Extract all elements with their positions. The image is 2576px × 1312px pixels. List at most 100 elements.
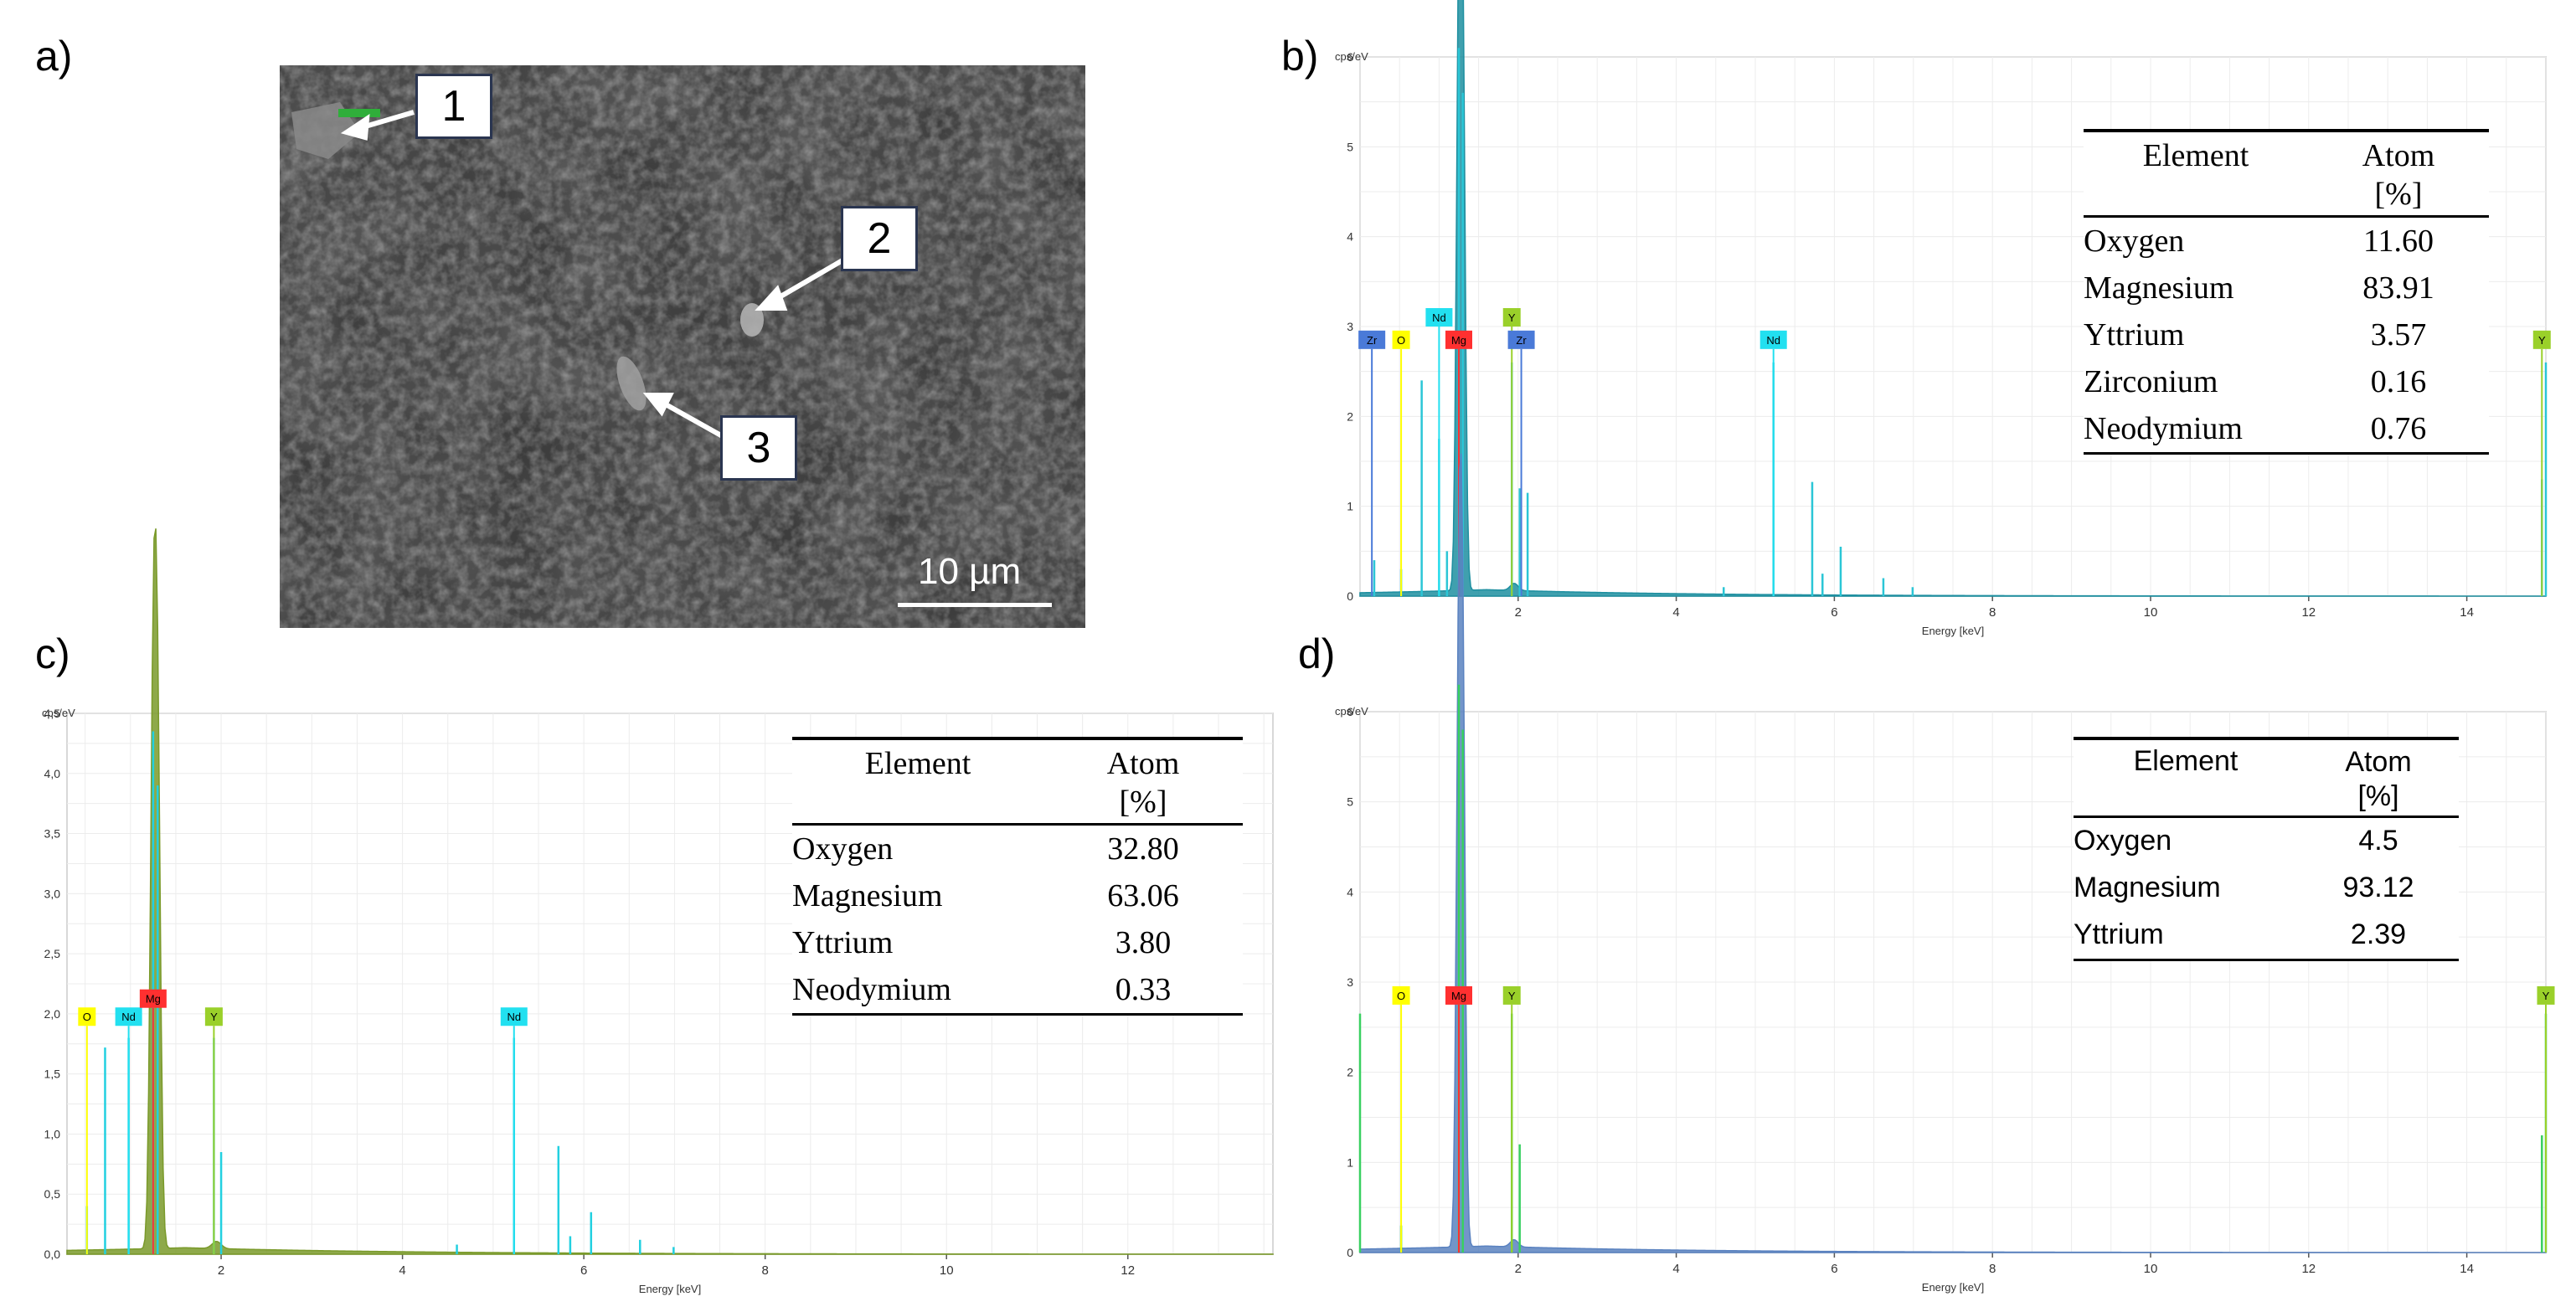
cell-atom: 93.12 xyxy=(2342,872,2414,904)
table-row: Magnesium 83.91 xyxy=(2084,265,2489,311)
x-tick-label: 14 xyxy=(2460,605,2474,620)
x-axis-title: Energy [keV] xyxy=(1922,1281,1984,1294)
marker-tag-Mg xyxy=(1445,985,1472,1005)
marker-green xyxy=(338,109,380,117)
x-tick-label: 2 xyxy=(1515,1262,1522,1276)
cell-element: Yttrium xyxy=(792,925,894,961)
callout-2: 2 xyxy=(841,206,918,271)
y-tick-label: 1 xyxy=(1347,1155,1353,1169)
table-row: Neodymium 0.33 xyxy=(792,966,1243,1016)
scale-label: 10 µm xyxy=(918,551,1022,592)
marker-tag-Y xyxy=(2532,330,2551,349)
y-tick-label: 4 xyxy=(1347,230,1353,244)
x-tick-label: 2 xyxy=(1515,605,1522,620)
marker-label: O xyxy=(1397,990,1405,1002)
y-tick-label: 4 xyxy=(1347,885,1353,898)
panel-label-b: b) xyxy=(1281,33,1319,80)
marker-tag-Nd xyxy=(115,1007,142,1026)
cell-atom: 83.91 xyxy=(2362,270,2434,306)
marker-tag-Nd xyxy=(500,1007,528,1026)
marker-label: Nd xyxy=(121,1011,136,1023)
x-tick-label: 8 xyxy=(1989,605,1996,620)
y-tick-label: 2,0 xyxy=(44,1007,61,1021)
x-tick-label: 2 xyxy=(218,1263,224,1278)
marker-tag-O xyxy=(1392,985,1410,1005)
y-axis-title: cps/eV xyxy=(1335,705,1368,718)
y-tick-label: 5 xyxy=(1347,140,1353,153)
table-header: Element Atom [%] xyxy=(2084,129,2489,219)
sem-micrograph: 1 2 3 10 µm xyxy=(280,65,1085,628)
particle-2 xyxy=(740,303,764,337)
cell-element: Oxygen xyxy=(2084,224,2185,260)
x-tick-label: 8 xyxy=(1989,1262,1996,1276)
marker-tag-Mg xyxy=(1445,330,1472,349)
cell-element: Magnesium xyxy=(2074,872,2221,904)
y-tick-label: 1,5 xyxy=(44,1068,61,1081)
table-row: Yttrium 3.57 xyxy=(2084,311,2489,358)
y-tick-label: 2,5 xyxy=(44,947,61,960)
y-tick-label: 6 xyxy=(1347,50,1353,64)
y-tick-label: 1 xyxy=(1347,500,1353,513)
y-tick-label: 0,0 xyxy=(44,1248,61,1261)
marker-label: Y xyxy=(2543,990,2550,1002)
cell-atom: 3.57 xyxy=(2370,317,2427,353)
table-row: Yttrium 3.80 xyxy=(792,919,1243,966)
y-axis-title: cps/eV xyxy=(42,707,75,719)
callout-3: 3 xyxy=(720,415,797,481)
x-tick-label: 6 xyxy=(1831,1262,1837,1276)
x-tick-label: 8 xyxy=(762,1263,769,1278)
table-row: Zirconium 0.16 xyxy=(2084,358,2489,405)
y-tick-label: 4,5 xyxy=(44,707,61,720)
x-tick-label: 12 xyxy=(2301,1262,2316,1276)
y-tick-label: 5 xyxy=(1347,795,1353,809)
y-tick-label: 2 xyxy=(1347,409,1353,423)
header-atom: Atom [%] xyxy=(2345,746,2412,812)
marker-label: Y xyxy=(1508,990,1516,1002)
cell-element: Oxygen xyxy=(792,831,894,867)
panel-label-d: d) xyxy=(1298,630,1336,677)
cell-atom: 3.80 xyxy=(1115,925,1172,961)
cell-atom: 0.76 xyxy=(2370,411,2427,447)
cell-element: Yttrium xyxy=(2074,918,2164,951)
panel-label-a: a) xyxy=(35,33,73,80)
cell-element: Yttrium xyxy=(2084,317,2185,353)
marker-tag-Nd xyxy=(1759,330,1787,349)
marker-label: Zr xyxy=(1367,334,1378,347)
x-axis-title: Energy [keV] xyxy=(1922,625,1984,637)
cell-atom: 32.80 xyxy=(1107,831,1179,867)
x-tick-label: 10 xyxy=(2144,605,2158,620)
cell-element: Magnesium xyxy=(2084,270,2234,306)
table-row: Magnesium 93.12 xyxy=(2074,865,2459,912)
table-row: Oxygen 32.80 xyxy=(792,826,1243,872)
cell-atom: 2.39 xyxy=(2350,918,2407,951)
callout-1: 1 xyxy=(415,74,492,139)
y-tick-label: 4,0 xyxy=(44,767,61,780)
y-tick-label: 6 xyxy=(1347,705,1353,718)
marker-label: Nd xyxy=(1766,334,1780,347)
marker-tag-Y xyxy=(204,1007,223,1026)
header-atom: Atom [%] xyxy=(1106,746,1180,820)
table-d: Element Atom [%] Oxygen 4.5 Magnesium 93.12 Yt… xyxy=(2074,737,2459,961)
y-axis-title: cps/eV xyxy=(1335,50,1368,63)
marker-tag-Nd xyxy=(1425,308,1453,327)
marker-tag-Y xyxy=(1502,985,1521,1005)
header-atom: Atom [%] xyxy=(2362,138,2435,212)
x-axis-title: Energy [keV] xyxy=(639,1283,701,1295)
y-tick-label: 0,5 xyxy=(44,1187,61,1201)
x-tick-label: 12 xyxy=(1121,1263,1135,1278)
scale-bar xyxy=(898,603,1052,607)
marker-tag-Zr xyxy=(1507,330,1535,349)
table-row: Oxygen 11.60 xyxy=(2084,218,2489,265)
table-row: Yttrium 2.39 xyxy=(2074,912,2459,961)
marker-label: Mg xyxy=(1451,334,1466,347)
table-header: Element Atom [%] xyxy=(2074,737,2459,818)
y-tick-label: 3 xyxy=(1347,320,1353,333)
y-tick-label: 0 xyxy=(1347,1246,1353,1259)
marker-label: O xyxy=(1397,334,1405,347)
cell-element: Oxygen xyxy=(2074,825,2172,857)
cell-element: Magnesium xyxy=(792,878,943,914)
spectrum-fill xyxy=(1359,0,2547,597)
x-tick-label: 6 xyxy=(1831,605,1837,620)
x-tick-label: 4 xyxy=(399,1263,405,1278)
y-tick-label: 3 xyxy=(1347,975,1353,989)
